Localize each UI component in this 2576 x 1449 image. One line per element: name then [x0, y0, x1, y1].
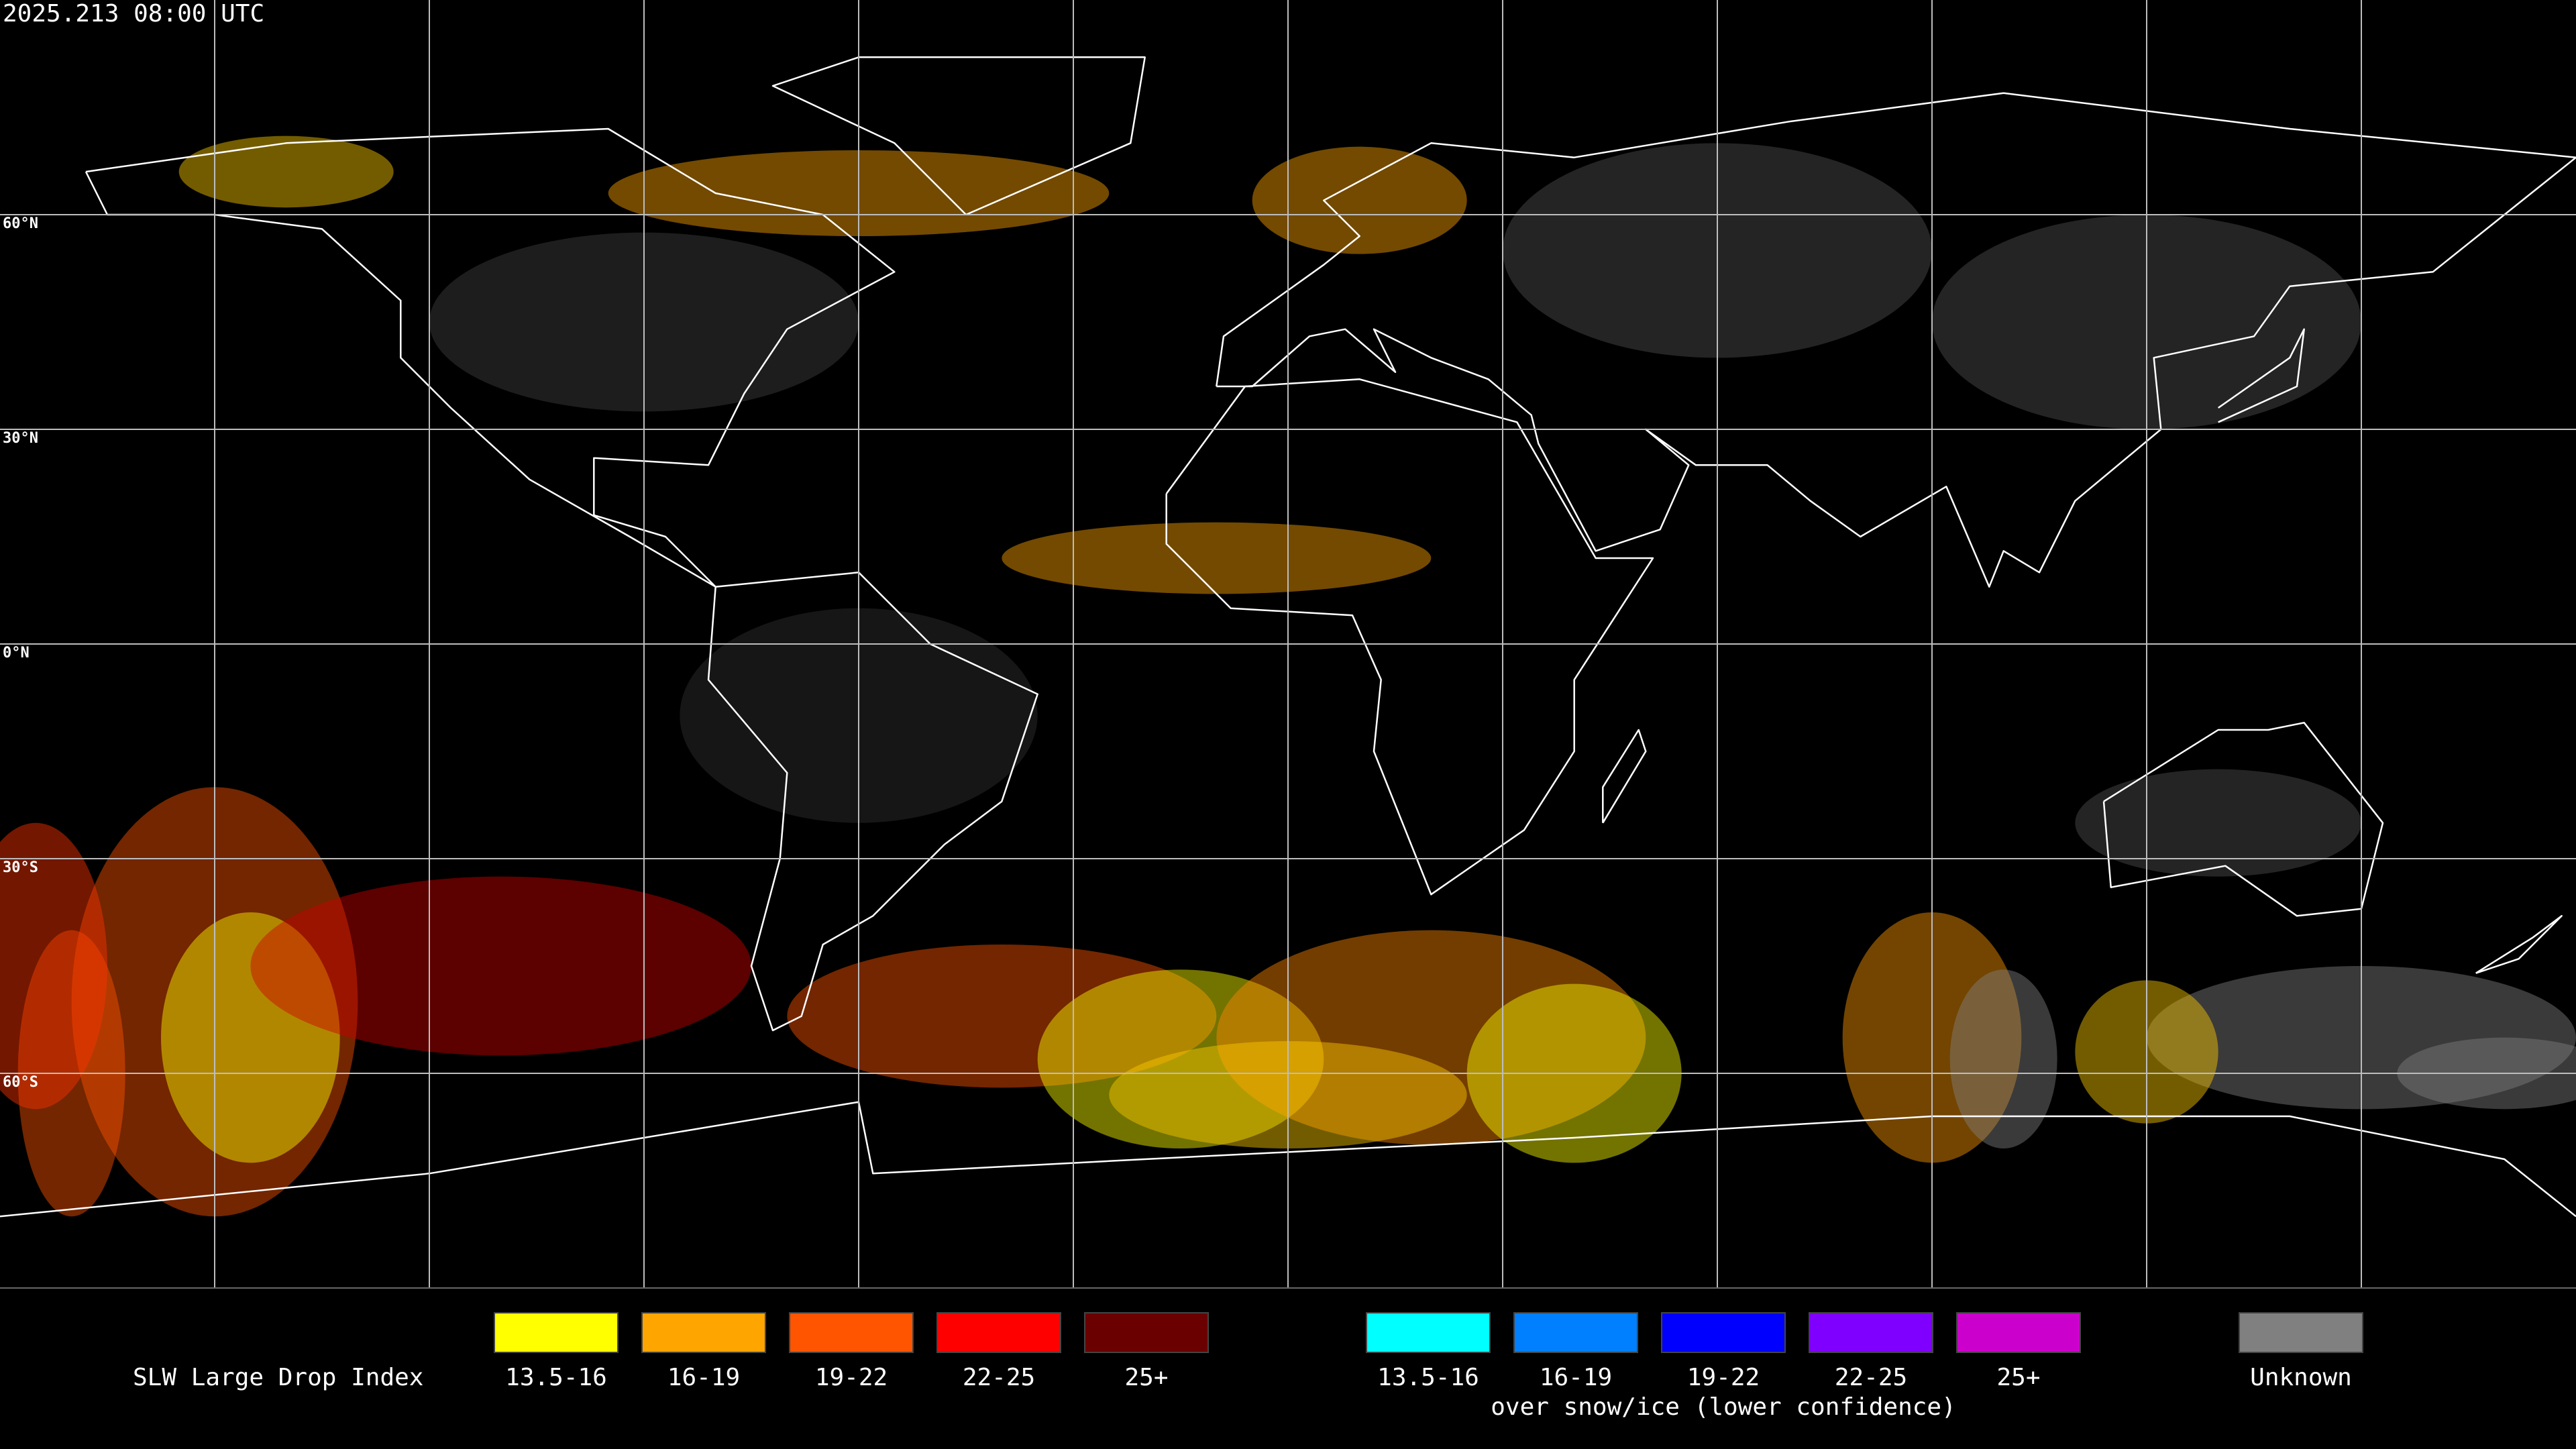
- imagery-blob: [1002, 522, 1432, 594]
- coastline: [2475, 915, 2563, 974]
- coastline: [2102, 722, 2384, 917]
- imagery-blob: [178, 136, 394, 208]
- imagery-blob: [0, 822, 107, 1110]
- legend-label: 19-22: [1687, 1364, 1760, 1391]
- lat-label: 0°N: [3, 645, 30, 661]
- imagery-blob: [787, 945, 1217, 1088]
- lat-label: 60°N: [3, 215, 38, 232]
- legend-swatch: [1956, 1312, 2081, 1353]
- imagery-blob: [250, 876, 751, 1056]
- legend-swatch: [494, 1312, 619, 1353]
- legend-title: SLW Large Drop Index: [133, 1364, 423, 1391]
- legend-label: 13.5-16: [505, 1364, 607, 1391]
- coastline: [1602, 729, 1647, 824]
- imagery-blob: [1949, 969, 2057, 1148]
- legend-label: 16-19: [1540, 1364, 1612, 1391]
- legend-swatch: [641, 1312, 766, 1353]
- coastline: [2217, 328, 2305, 423]
- lat-label: 60°S: [3, 1074, 38, 1091]
- legend-label: 22-25: [963, 1364, 1035, 1391]
- legend-swatch: [789, 1312, 914, 1353]
- legend-label: 16-19: [667, 1364, 740, 1391]
- snow-note: over snow/ice (lower confidence): [1491, 1393, 1956, 1421]
- legend-swatch: [1366, 1312, 1491, 1353]
- legend-label: Unknown: [2250, 1364, 2352, 1391]
- legend-label: 25+: [1124, 1364, 1168, 1391]
- legend-swatch: [1809, 1312, 1933, 1353]
- coastline: [707, 572, 1038, 1032]
- imagery-blob: [1037, 969, 1324, 1148]
- legend-label: 25+: [1996, 1364, 2040, 1391]
- legend-label: 19-22: [815, 1364, 888, 1391]
- imagery-blob: [2075, 769, 2362, 877]
- legend: 13.5-16 16-19 19-22 22-25 25+ 13.5-16 16-19 19-…: [494, 1312, 2363, 1391]
- imagery-blob: [1216, 930, 1646, 1145]
- legend-swatch: [936, 1312, 1061, 1353]
- legend-swatch: [1661, 1312, 1786, 1353]
- timestamp: 2025.213 08:00 UTC: [3, 0, 264, 28]
- imagery-blob: [161, 912, 340, 1163]
- lat-label: 30°S: [3, 859, 38, 876]
- lat-label: 30°N: [3, 430, 38, 447]
- legend-swatch: [1513, 1312, 1638, 1353]
- legend-label: 13.5-16: [1377, 1364, 1479, 1391]
- legend-swatch: [1084, 1312, 1209, 1353]
- coastline: [1216, 92, 2576, 588]
- imagery-blob: [1252, 146, 1467, 254]
- coastline: [1165, 378, 1654, 896]
- legend-label: 22-25: [1835, 1364, 1907, 1391]
- coastline: [85, 127, 896, 588]
- graticule: 60°N 30°N 0°N 30°S 60°S: [0, 0, 2576, 1288]
- legend-swatch: [2239, 1312, 2363, 1353]
